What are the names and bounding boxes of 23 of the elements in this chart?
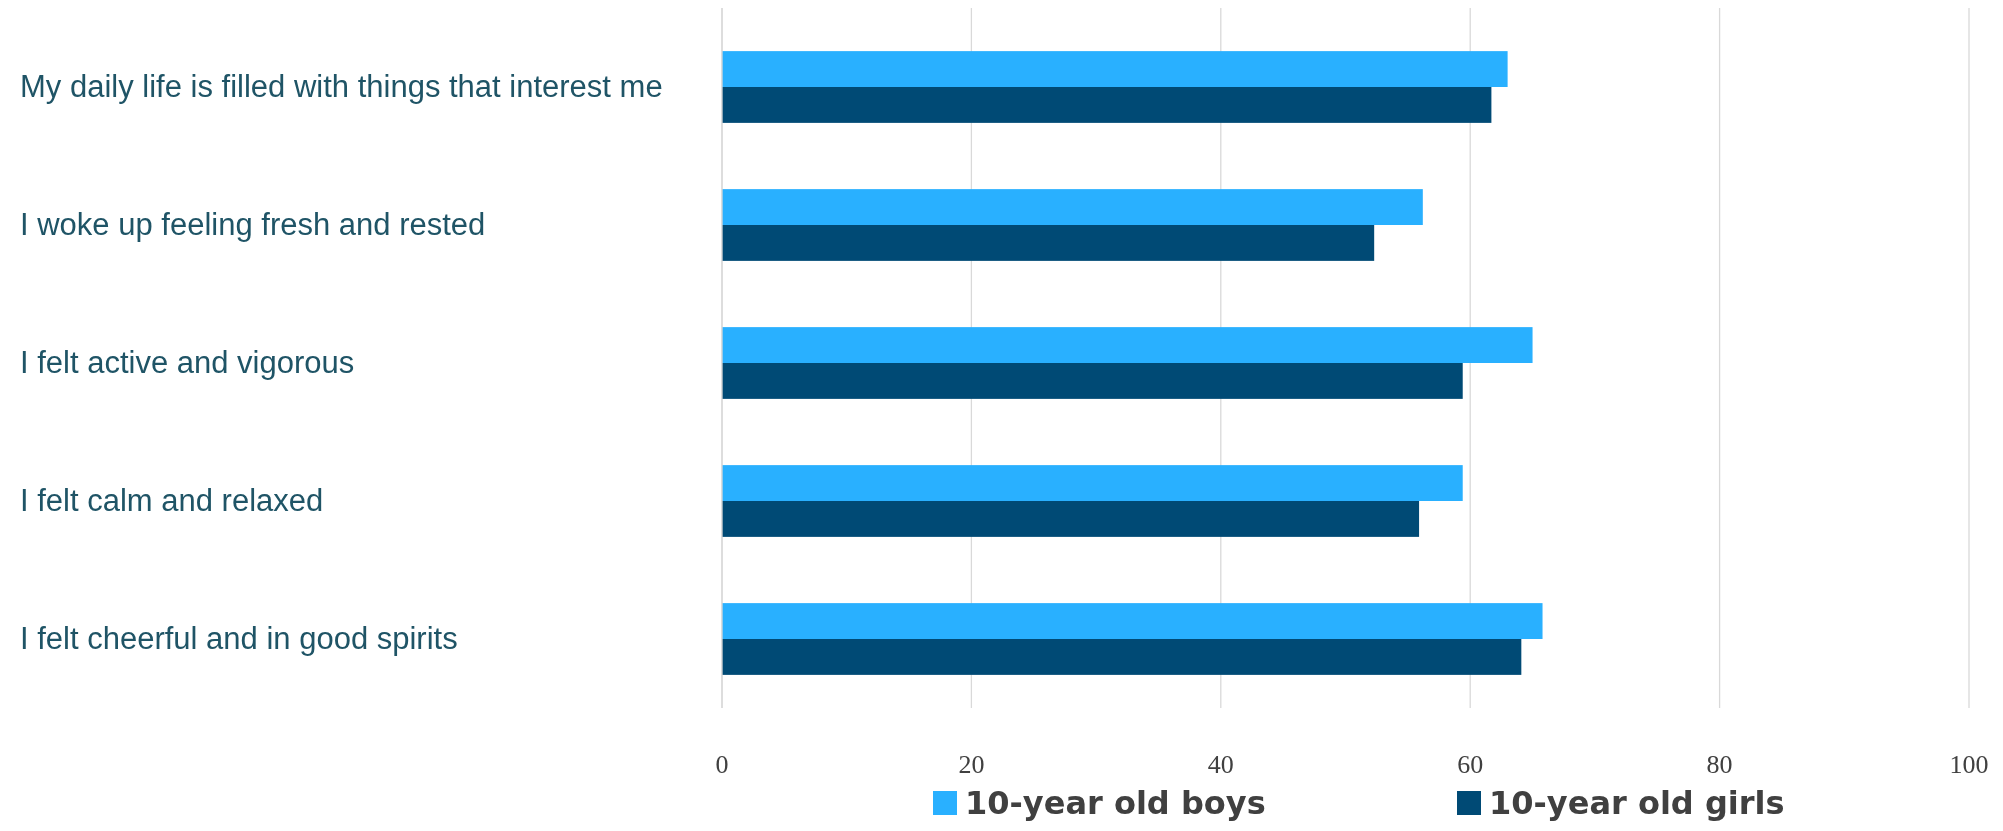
- bar: [722, 639, 1522, 675]
- legend-label: 10-year old girls: [1489, 784, 1785, 822]
- x-tick-label: 0: [715, 750, 729, 779]
- bar: [722, 327, 1533, 363]
- bar: [722, 603, 1543, 639]
- bar: [722, 225, 1375, 261]
- y-tick-label: My daily life is filled with things that interest me: [20, 69, 663, 104]
- x-tick-label: 80: [1706, 750, 1733, 779]
- x-tick-label: 20: [958, 750, 985, 779]
- y-tick-label: I woke up feeling fresh and rested: [20, 207, 486, 242]
- bar: [722, 465, 1463, 501]
- y-tick-label: I felt calm and relaxed: [20, 483, 324, 518]
- legend-label: 10-year old boys: [965, 784, 1266, 822]
- x-tick-label: 100: [1949, 750, 1989, 779]
- bar: [722, 51, 1508, 87]
- x-tick-label: 40: [1207, 750, 1234, 779]
- bar: [722, 501, 1420, 537]
- y-tick-label: I felt active and vigorous: [20, 345, 355, 380]
- x-tick-label: 60: [1457, 750, 1484, 779]
- y-tick-label: I felt cheerful and in good spirits: [20, 621, 458, 656]
- bar: [722, 189, 1423, 225]
- bar: [722, 87, 1492, 123]
- bar: [722, 363, 1463, 399]
